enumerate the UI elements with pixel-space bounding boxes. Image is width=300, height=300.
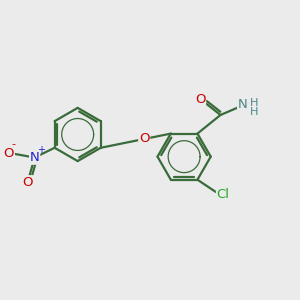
- Text: +: +: [37, 145, 45, 154]
- Text: -: -: [12, 139, 16, 149]
- Text: N: N: [238, 98, 247, 111]
- Text: H: H: [250, 98, 258, 108]
- Text: O: O: [22, 176, 33, 189]
- Text: O: O: [139, 133, 149, 146]
- Text: Cl: Cl: [217, 188, 230, 201]
- Text: N: N: [30, 151, 40, 164]
- Text: O: O: [195, 92, 205, 106]
- Text: H: H: [250, 107, 258, 117]
- Text: O: O: [4, 147, 14, 160]
